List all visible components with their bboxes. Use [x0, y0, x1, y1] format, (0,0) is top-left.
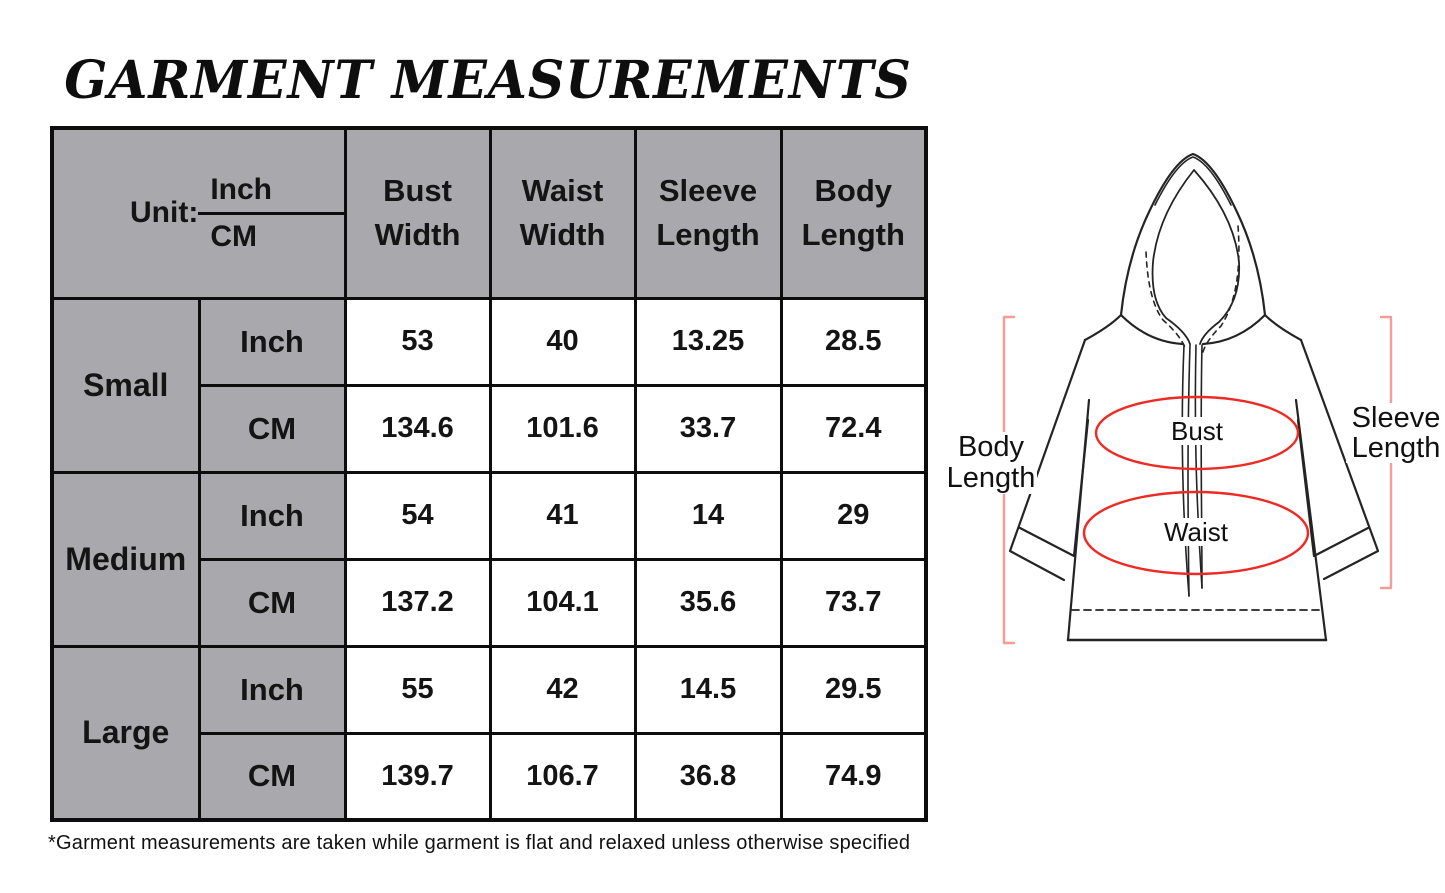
table-row-large-cm: CM 139.7 106.7 36.8 74.9 — [52, 731, 928, 822]
value-cell: 134.6 — [343, 383, 492, 474]
hood-outline — [1083, 152, 1303, 342]
row-unit-label: CM — [197, 557, 347, 648]
value-cell: 72.4 — [779, 383, 928, 474]
col-header-sleeve-length: Sleeve Length — [633, 126, 783, 300]
sleeve-right — [1296, 338, 1380, 581]
value-cell: 137.2 — [343, 557, 492, 648]
row-unit-label: CM — [197, 383, 347, 474]
value-cell: 139.7 — [343, 731, 492, 822]
value-cell: 53 — [343, 296, 492, 387]
value-cell: 55 — [343, 644, 492, 735]
table-row-small-cm: CM 134.6 101.6 33.7 72.4 — [52, 383, 928, 474]
table-row-small-inch: Small Inch 53 40 13.25 28.5 — [50, 296, 928, 474]
value-cell: 29 — [779, 470, 928, 561]
row-unit-label: Inch — [197, 296, 347, 387]
unit-fraction: Unit: Inch CM — [55, 173, 343, 254]
unit-inch-label: Inch — [198, 173, 343, 215]
hood-neckline-left — [1119, 313, 1185, 346]
value-cell: 35.6 — [633, 557, 783, 648]
col-header-waist-width: Waist Width — [488, 126, 637, 300]
body-side-right — [1294, 398, 1328, 642]
value-cell: 42 — [488, 644, 637, 735]
size-label-small: Small — [50, 296, 201, 474]
face-opening — [1151, 169, 1241, 345]
garment-diagram — [1002, 152, 1393, 645]
value-cell: 101.6 — [488, 383, 637, 474]
value-cell: 13.25 — [633, 296, 783, 387]
value-cell: 36.8 — [633, 731, 783, 822]
bust-label: Bust — [1166, 417, 1228, 445]
value-cell: 73.7 — [779, 557, 928, 648]
value-cell: 14.5 — [633, 644, 783, 735]
waist-measure-ellipse — [1082, 490, 1310, 576]
table-header-row: Unit: Inch CM Bust Width Waist Width Sle… — [50, 126, 928, 300]
table-row-medium-inch: Medium Inch 54 41 14 29 — [50, 470, 928, 648]
table-row-large-inch: Large Inch 55 42 14.5 29.5 — [50, 644, 928, 822]
body-side-left — [1066, 398, 1091, 642]
col-header-body-length: Body Length — [779, 126, 928, 300]
table-row-medium-cm: CM 137.2 104.1 35.6 73.7 — [52, 557, 928, 648]
body-length-label: Body Length — [945, 431, 1037, 494]
page-title: GARMENT MEASUREMENTS — [64, 50, 912, 111]
unit-label: Unit: — [130, 196, 199, 230]
row-unit-label: CM — [197, 731, 347, 822]
drawstrings — [1181, 344, 1203, 597]
garment-outline — [1008, 152, 1380, 642]
row-unit-label: Inch — [197, 470, 347, 561]
value-cell: 74.9 — [779, 731, 928, 822]
value-cell: 40 — [488, 296, 637, 387]
value-cell: 33.7 — [633, 383, 783, 474]
footnote: *Garment measurements are taken while ga… — [48, 832, 911, 854]
value-cell: 106.7 — [488, 731, 637, 822]
unit-header-cell: Unit: Inch CM — [50, 126, 347, 300]
col-header-bust-width: Bust Width — [343, 126, 492, 300]
value-cell: 41 — [488, 470, 637, 561]
hood-seam-dashed-right — [1202, 225, 1240, 353]
row-unit-label: Inch — [197, 644, 347, 735]
value-cell: 104.1 — [488, 557, 637, 648]
value-cell: 28.5 — [779, 296, 928, 387]
value-cell: 14 — [633, 470, 783, 561]
value-cell: 29.5 — [779, 644, 928, 735]
sleeve-length-label: Sleeve Length — [1346, 403, 1445, 463]
bust-measure-ellipse — [1094, 395, 1300, 471]
hood-neckline-right — [1201, 313, 1267, 346]
value-cell: 54 — [343, 470, 492, 561]
size-label-medium: Medium — [50, 470, 201, 648]
waist-label: Waist — [1156, 518, 1236, 546]
hood-edge-line — [1154, 156, 1232, 206]
size-label-large: Large — [50, 644, 201, 822]
sleeve-left — [1008, 338, 1090, 582]
garment-measurements-table: Unit: Inch CM Bust Width Waist Width Sle… — [50, 126, 929, 822]
unit-cm-label: CM — [210, 219, 257, 253]
hood-seam-dashed-left — [1145, 251, 1186, 349]
